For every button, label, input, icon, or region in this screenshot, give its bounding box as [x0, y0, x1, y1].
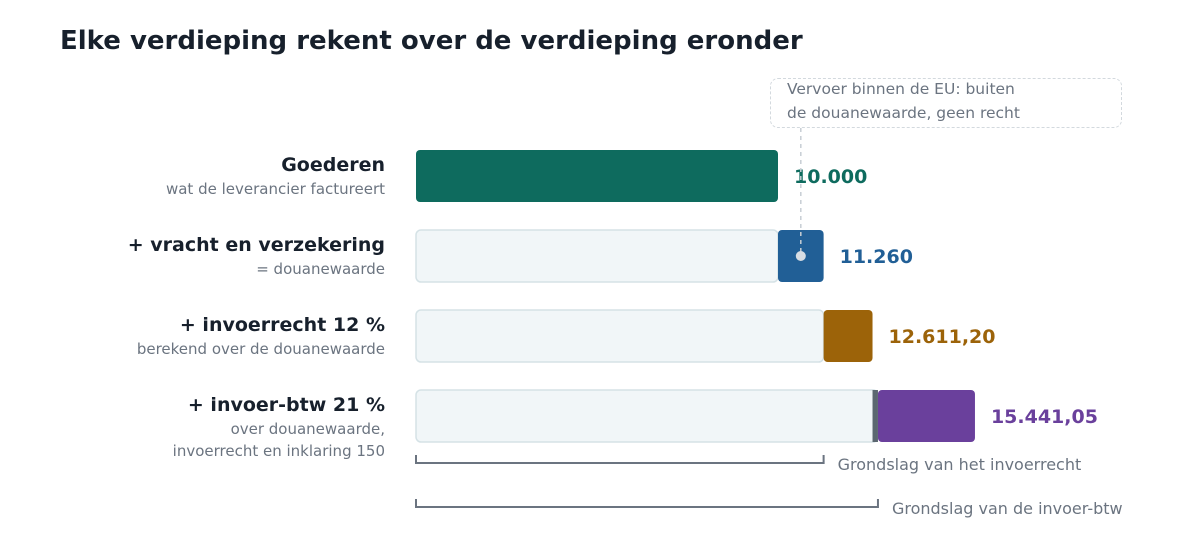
row-main-label: + invoerrecht 12 %: [179, 314, 385, 336]
increment-bar: [823, 310, 873, 362]
row-label-invoerrecht: + invoerrecht 12 % berekend over de doua…: [137, 312, 385, 360]
callout-dot: [795, 251, 806, 261]
bracket-label: Grondslag van het invoerrecht: [838, 455, 1082, 474]
value-label: 11.260: [840, 246, 913, 268]
row-main-label: + vracht en verzekering: [127, 234, 385, 256]
base-bar: [415, 389, 879, 443]
inklaring-marker: [872, 390, 878, 442]
row-sub-label: berekend over de douanewaarde: [136, 340, 385, 358]
value-label: 15.441,05: [991, 406, 1098, 428]
value-label: 12.611,20: [889, 326, 996, 348]
row-label-vracht: + vracht en verzekering = douanewaarde: [128, 232, 385, 280]
increment-bar: [877, 390, 975, 442]
row-sub-label: wat de leverancier factureert: [165, 180, 385, 198]
chart-title: Elke verdieping rekent over de verdiepin…: [60, 26, 803, 56]
row-sub-label: over douanewaarde,: [230, 420, 385, 438]
callout-line: de douanewaarde, geen recht: [787, 104, 1020, 122]
row-label-btw: + invoer-btw 21 % over douanewaarde, inv…: [173, 392, 385, 462]
base-bar: [415, 229, 779, 283]
callout-line: Vervoer binnen de EU: buiten: [787, 80, 1015, 98]
value-label: 10.000: [794, 166, 867, 188]
grondslag-bracket: [415, 499, 879, 508]
bracket-label: Grondslag van de invoer-btw: [892, 499, 1123, 518]
row-sub-label: invoerrecht en inklaring 150: [172, 442, 385, 460]
base-bar: [415, 309, 825, 363]
row-sub-label: = douanewaarde: [256, 260, 385, 278]
increment-bar: [416, 150, 778, 202]
annotation-callout: Vervoer binnen de EU: buiten de douanewa…: [770, 78, 1122, 128]
row-main-label: + invoer-btw 21 %: [187, 394, 385, 416]
row-main-label: Goederen: [281, 154, 385, 176]
row-label-goederen: Goederen wat de leverancier factureert: [166, 152, 385, 200]
grondslag-bracket: [415, 455, 825, 464]
